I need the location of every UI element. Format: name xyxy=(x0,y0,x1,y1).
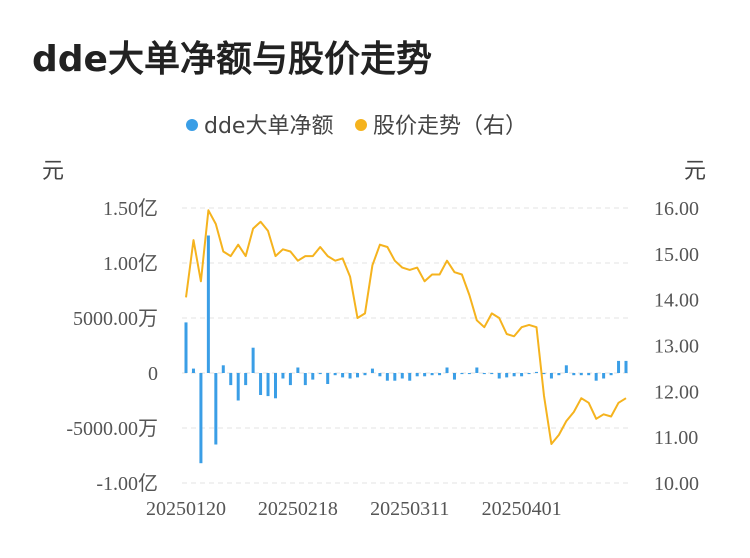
dde-bar xyxy=(400,373,404,379)
dde-bar xyxy=(191,368,195,373)
dde-bar xyxy=(415,373,419,377)
dde-bar xyxy=(244,373,248,386)
right-tick-label: 10.00 xyxy=(654,473,699,495)
dde-bar xyxy=(430,373,434,376)
dde-bar xyxy=(520,373,524,377)
dde-bar xyxy=(229,373,233,386)
dde-bar xyxy=(259,373,263,395)
left-axis-ticks: 1.50亿 1.00亿 5000.00万 0 -5000.00万 -1.00亿 xyxy=(66,197,158,495)
dde-bar xyxy=(333,373,337,376)
dde-bar xyxy=(318,373,322,375)
dde-bar xyxy=(490,373,494,375)
dde-bar xyxy=(475,367,479,373)
dde-bar xyxy=(348,373,352,379)
dde-bar xyxy=(236,373,240,401)
dde-bar xyxy=(199,373,203,464)
dde-bar xyxy=(452,373,456,380)
dde-bar xyxy=(221,365,225,373)
x-tick-label: 20250311 xyxy=(370,498,449,520)
dde-bar xyxy=(408,373,412,381)
dde-bar xyxy=(512,373,516,377)
grid xyxy=(182,207,630,484)
x-axis-ticks: 20250120 20250218 20250311 20250401 xyxy=(146,498,562,520)
dde-bar xyxy=(579,373,583,376)
dde-bar xyxy=(557,373,561,376)
price-line-group xyxy=(185,209,627,445)
dde-bar xyxy=(505,373,509,378)
dde-bar xyxy=(370,368,374,373)
dde-bar xyxy=(460,373,464,375)
dde-bar xyxy=(535,371,539,373)
dde-bar xyxy=(311,373,315,380)
price-line xyxy=(185,209,627,445)
dde-bar xyxy=(482,373,486,375)
legend-label-dde: dde大单净额 xyxy=(204,114,333,139)
dde-bar xyxy=(542,373,546,375)
right-axis-ticks: 16.00 15.00 14.00 13.00 12.00 11.00 10.00 xyxy=(654,198,699,495)
dde-bar xyxy=(564,365,568,373)
dde-bar xyxy=(184,322,188,373)
dde-bar xyxy=(617,360,621,373)
dde-bar xyxy=(341,373,345,378)
dde-bar xyxy=(251,347,255,373)
right-tick-label: 13.00 xyxy=(654,336,699,358)
right-axis-unit: 元 xyxy=(684,159,706,184)
dde-bar xyxy=(572,373,576,376)
chart-title: dde大单净额与股价走势 xyxy=(32,39,432,80)
right-tick-label: 14.00 xyxy=(654,290,699,312)
left-tick-label: 0 xyxy=(148,363,158,385)
dde-bar xyxy=(273,373,277,399)
dde-bar xyxy=(624,360,628,373)
legend-marker-dde xyxy=(186,119,198,131)
dde-bar xyxy=(497,373,501,379)
left-axis-unit: 元 xyxy=(42,159,64,184)
left-tick-label: -5000.00万 xyxy=(66,418,158,440)
dde-bar xyxy=(288,373,292,386)
dde-bar xyxy=(609,373,613,376)
dde-bar xyxy=(438,373,442,376)
x-tick-label: 20250120 xyxy=(146,498,226,520)
right-tick-label: 11.00 xyxy=(654,427,698,449)
legend-marker-price xyxy=(355,119,367,131)
dde-bar xyxy=(393,373,397,381)
dde-bar xyxy=(326,373,330,384)
dde-bar xyxy=(467,373,471,375)
left-tick-label: -1.00亿 xyxy=(96,472,158,495)
dde-bar xyxy=(385,373,389,381)
dde-bar xyxy=(281,373,285,379)
dde-bar xyxy=(423,373,427,377)
left-tick-label: 1.50亿 xyxy=(103,197,158,220)
dde-bar xyxy=(303,373,307,386)
dde-bar xyxy=(206,235,210,373)
dde-bar xyxy=(594,373,598,381)
dde-bar xyxy=(602,373,606,379)
left-tick-label: 5000.00万 xyxy=(73,308,158,330)
legend-label-price: 股价走势（右） xyxy=(373,114,527,139)
dde-bar xyxy=(378,373,382,377)
dde-bar xyxy=(587,373,591,376)
dde-bar xyxy=(445,367,449,373)
right-tick-label: 15.00 xyxy=(654,244,699,266)
dde-bar xyxy=(527,373,531,375)
dde-bar xyxy=(363,373,367,376)
dde-bar xyxy=(356,373,360,378)
dde-bars xyxy=(184,235,628,464)
dde-bar xyxy=(214,373,218,445)
legend: dde大单净额 股价走势（右） xyxy=(186,114,527,139)
x-tick-label: 20250218 xyxy=(258,498,338,520)
right-tick-label: 12.00 xyxy=(654,381,699,403)
dde-bar xyxy=(549,373,553,379)
left-tick-label: 1.00亿 xyxy=(103,252,158,275)
x-tick-label: 20250401 xyxy=(482,498,562,520)
right-tick-label: 16.00 xyxy=(654,198,699,220)
dde-bar xyxy=(266,373,270,397)
dde-bar xyxy=(296,367,300,373)
